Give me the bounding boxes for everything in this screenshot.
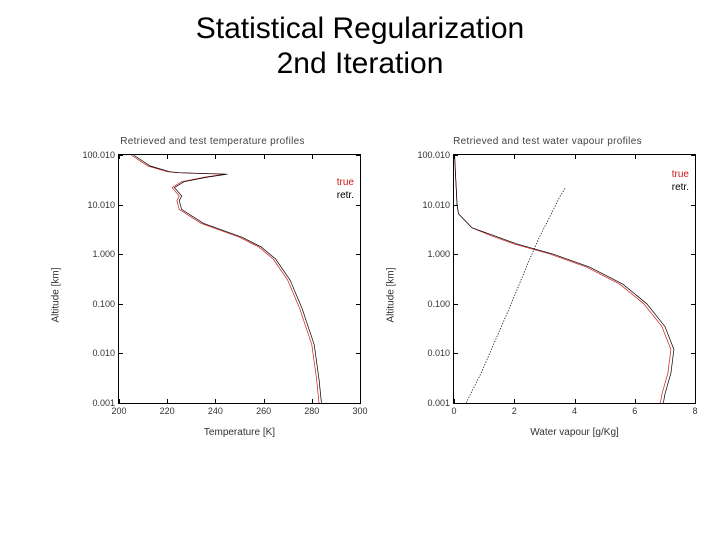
ytick-mark xyxy=(691,254,696,255)
xtick-mark xyxy=(514,399,515,404)
xtick-label: 260 xyxy=(256,403,271,416)
panel-watervapour-ylabel: Altitude [km] xyxy=(386,267,397,322)
ytick-mark xyxy=(691,304,696,305)
xtick-mark xyxy=(360,399,361,404)
panel-temperature-curves xyxy=(119,155,360,403)
xtick-mark xyxy=(167,154,168,159)
xtick-mark xyxy=(514,154,515,159)
ytick-label: 0.010 xyxy=(427,348,454,358)
page-title: Statistical Regularization 2nd Iteration xyxy=(0,0,720,81)
ytick-mark xyxy=(453,353,458,354)
ytick-mark xyxy=(453,205,458,206)
series-retr xyxy=(133,155,321,403)
panels-container: Retrieved and test temperature profiles … xyxy=(60,150,700,440)
ytick-label: 100.010 xyxy=(417,150,454,160)
ytick-mark xyxy=(118,205,123,206)
xtick-label: 6 xyxy=(632,403,637,416)
ytick-mark xyxy=(453,304,458,305)
ytick-mark xyxy=(118,254,123,255)
ytick-label: 10.010 xyxy=(422,200,454,210)
panel-watervapour-curves xyxy=(454,155,695,403)
panel-temperature-title: Retrieved and test temperature profiles xyxy=(60,136,365,147)
xtick-mark xyxy=(695,154,696,159)
xtick-label: 280 xyxy=(304,403,319,416)
xtick-mark xyxy=(119,399,120,404)
panel-watervapour-title: Retrieved and test water vapour profiles xyxy=(395,136,700,147)
series-true xyxy=(131,155,319,403)
legend-true: true xyxy=(337,177,354,190)
panel-temperature: Retrieved and test temperature profiles … xyxy=(60,150,365,440)
ytick-mark xyxy=(453,254,458,255)
xtick-mark xyxy=(167,399,168,404)
panel-temperature-ylabel: Altitude [km] xyxy=(51,267,62,322)
xtick-mark xyxy=(264,154,265,159)
xtick-mark xyxy=(215,154,216,159)
ytick-mark xyxy=(118,353,123,354)
ytick-mark xyxy=(691,205,696,206)
xtick-label: 240 xyxy=(208,403,223,416)
xtick-mark xyxy=(575,154,576,159)
xtick-label: 8 xyxy=(692,403,697,416)
xtick-mark xyxy=(635,399,636,404)
series-true xyxy=(455,155,671,403)
panel-temperature-legend: true retr. xyxy=(337,177,354,202)
ytick-mark xyxy=(356,304,361,305)
xtick-mark xyxy=(312,399,313,404)
xtick-mark xyxy=(454,154,455,159)
panel-watervapour: Retrieved and test water vapour profiles… xyxy=(395,150,700,440)
ytick-label: 100.010 xyxy=(82,150,119,160)
xtick-mark xyxy=(454,399,455,404)
panel-watervapour-xlabel: Water vapour [g/Kg] xyxy=(453,427,696,438)
ytick-mark xyxy=(691,353,696,354)
legend-true: true xyxy=(672,169,689,182)
ytick-mark xyxy=(356,254,361,255)
ytick-label: 0.001 xyxy=(427,398,454,408)
xtick-label: 300 xyxy=(352,403,367,416)
ytick-label: 1.000 xyxy=(92,249,119,259)
xtick-label: 2 xyxy=(512,403,517,416)
xtick-mark xyxy=(575,399,576,404)
series-retr-dashed xyxy=(466,188,565,403)
panel-watervapour-plot: true retr. 0.0010.0100.1001.00010.010100… xyxy=(453,154,696,404)
xtick-label: 4 xyxy=(572,403,577,416)
xtick-mark xyxy=(635,154,636,159)
series-retr xyxy=(455,155,674,403)
panel-temperature-plot: true retr. 0.0010.0100.1001.00010.010100… xyxy=(118,154,361,404)
ytick-label: 10.010 xyxy=(87,200,119,210)
xtick-label: 220 xyxy=(160,403,175,416)
ytick-label: 0.010 xyxy=(92,348,119,358)
ytick-label: 0.100 xyxy=(92,299,119,309)
xtick-mark xyxy=(119,154,120,159)
xtick-mark xyxy=(264,399,265,404)
legend-retr: retr. xyxy=(337,190,354,203)
xtick-label: 200 xyxy=(111,403,126,416)
ytick-mark xyxy=(118,304,123,305)
xtick-label: 0 xyxy=(451,403,456,416)
ytick-label: 1.000 xyxy=(427,249,454,259)
panel-watervapour-legend: true retr. xyxy=(672,169,689,194)
xtick-mark xyxy=(695,399,696,404)
legend-retr: retr. xyxy=(672,182,689,195)
title-line-2: 2nd Iteration xyxy=(277,47,444,80)
xtick-mark xyxy=(360,154,361,159)
ytick-label: 0.100 xyxy=(427,299,454,309)
panel-temperature-xlabel: Temperature [K] xyxy=(118,427,361,438)
xtick-mark xyxy=(312,154,313,159)
xtick-mark xyxy=(215,399,216,404)
ytick-mark xyxy=(356,353,361,354)
ytick-mark xyxy=(356,205,361,206)
title-line-1: Statistical Regularization xyxy=(196,12,525,45)
